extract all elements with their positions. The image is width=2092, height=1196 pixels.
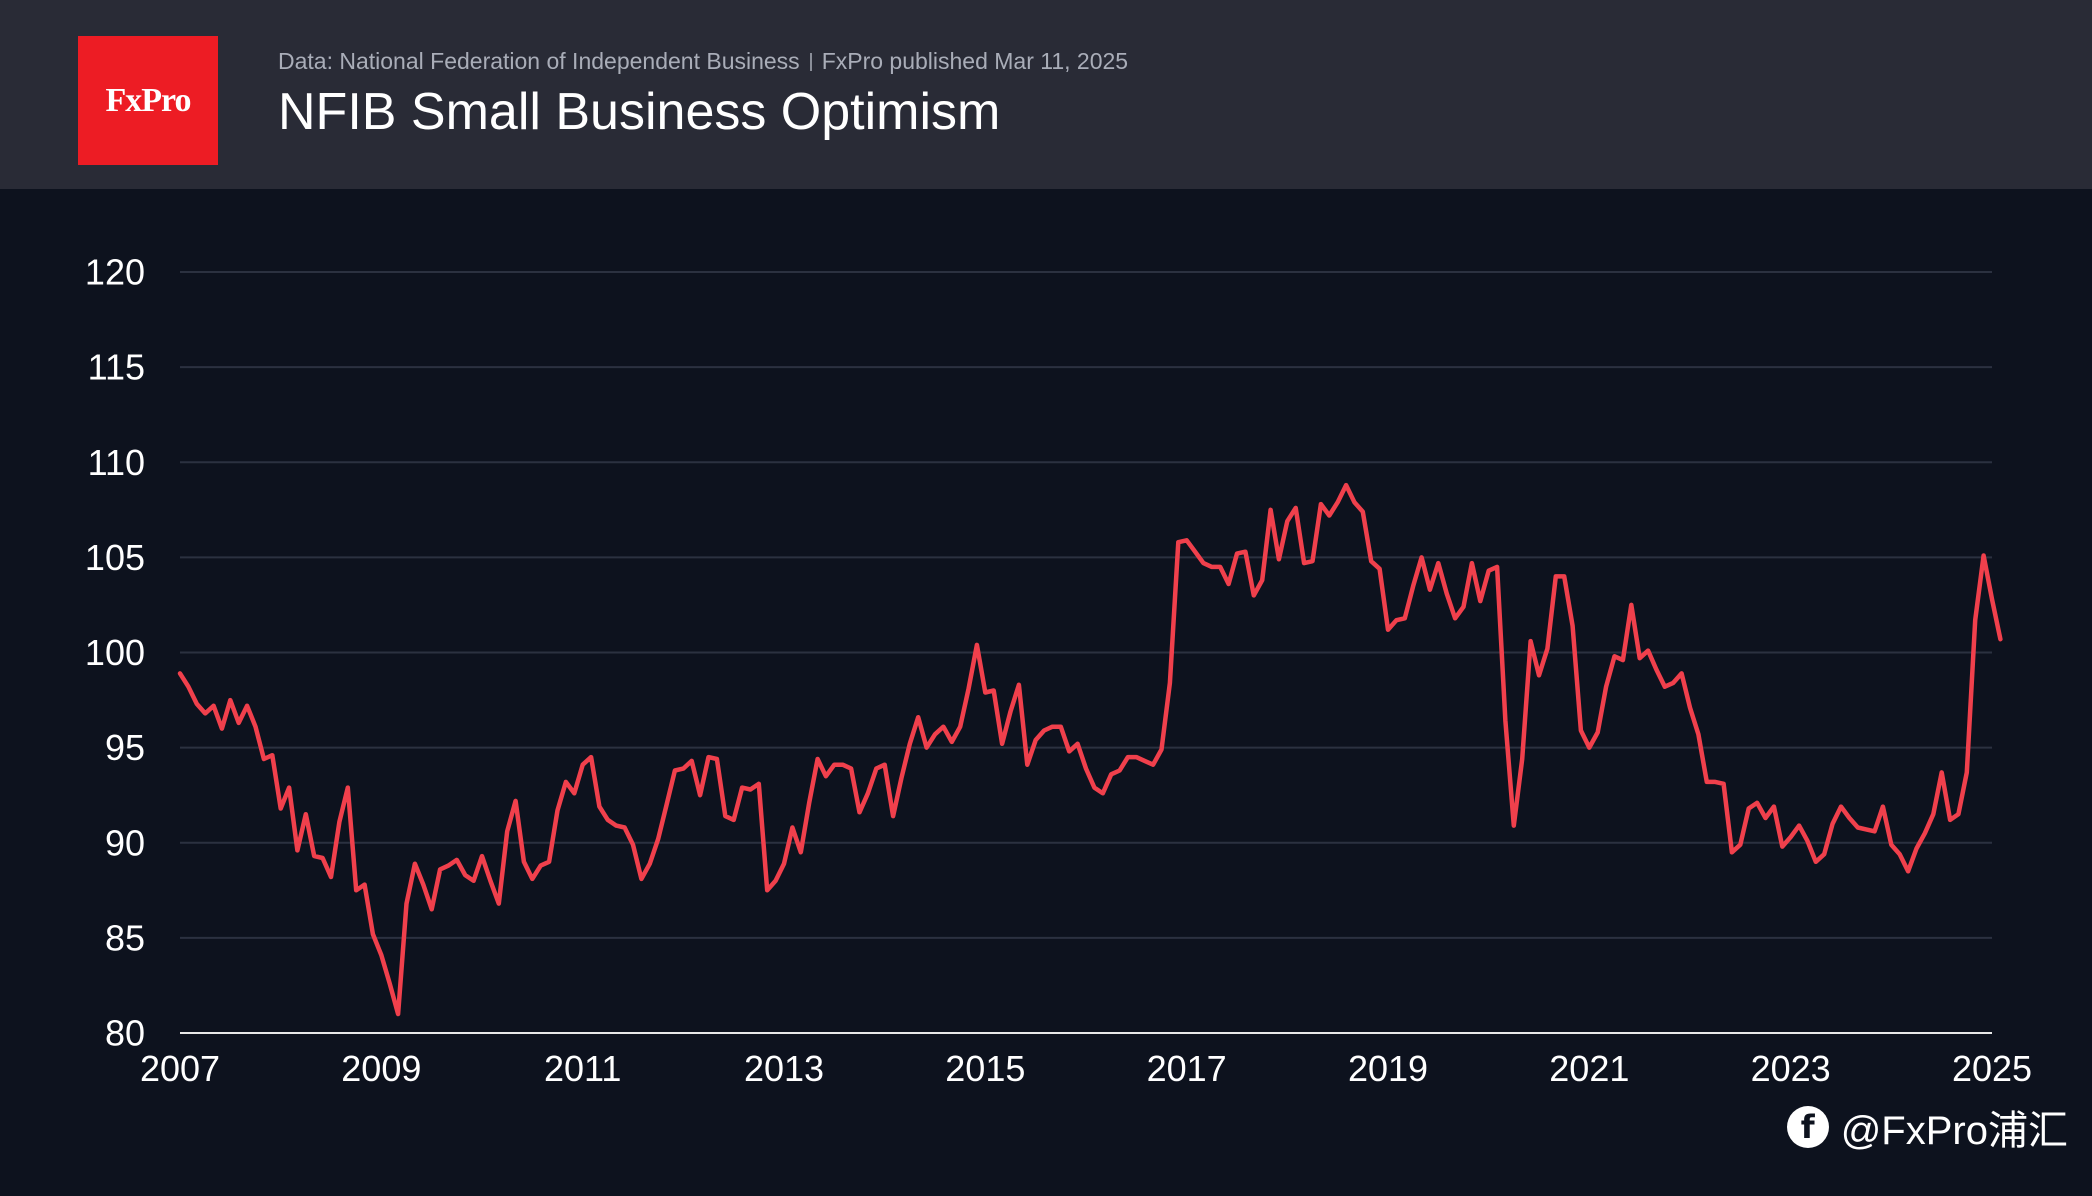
x-tick-label: 2007 [140,1048,220,1089]
y-tick-label: 105 [85,537,145,578]
x-tick-label: 2009 [341,1048,421,1089]
x-tick-label: 2011 [544,1048,621,1089]
y-tick-label: 90 [105,822,145,863]
x-axis-ticks: 2007 2009 2011 2013 2015 2017 2019 2021 2023 2025 [140,1048,2032,1089]
x-tick-label: 2021 [1549,1048,1629,1089]
y-tick-label: 100 [85,632,145,673]
x-tick-label: 2017 [1147,1048,1227,1089]
logo-text: FxPro [105,81,191,119]
grid-lines [180,271,1992,939]
y-tick-label: 115 [88,347,145,388]
header-bar: FxPro Data: National Federation of Indep… [0,0,2092,189]
x-tick-label: 2019 [1348,1048,1428,1089]
y-tick-label: 80 [105,1013,145,1054]
chart-meta: Data: National Federation of Independent… [278,48,1128,75]
y-tick-label: 110 [88,442,145,483]
facebook-icon: f [1786,1106,1829,1148]
y-tick-label: 95 [105,727,145,768]
series-line [177,482,2003,1017]
y-tick-label: 85 [105,917,145,958]
x-tick-label: 2023 [1751,1048,1831,1089]
series-layer [177,482,2003,1017]
y-tick-label: 120 [85,252,145,293]
x-tick-label: 2025 [1952,1048,2032,1089]
x-tick-label: 2013 [744,1048,824,1089]
fxpro-logo: FxPro [78,36,218,165]
x-tick-label: 2015 [945,1048,1025,1089]
meta-separator [809,53,812,71]
y-axis-ticks: 80 85 90 95 100 105 110 115 120 [85,252,145,1054]
published-date: FxPro published Mar 11, 2025 [821,48,1129,74]
watermark: f @FxPro浦汇 [1786,1098,2068,1156]
chart-title: NFIB Small Business Optimism [278,83,1001,141]
watermark-text: @FxPro浦汇 [1840,1109,2068,1153]
data-source: Data: National Federation of Independent… [278,48,800,74]
